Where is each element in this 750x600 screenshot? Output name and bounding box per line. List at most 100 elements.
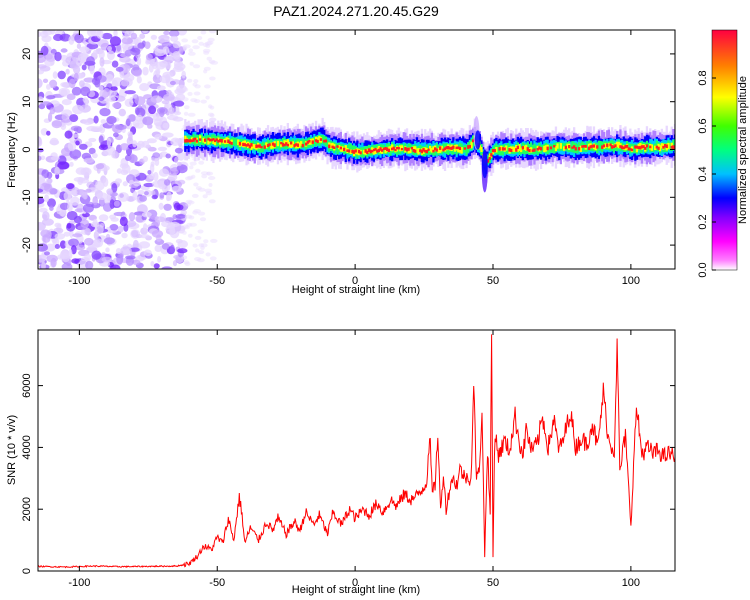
noise-blob [121,164,131,174]
ridge-cell [341,146,344,152]
snr-series-line [38,334,675,569]
noise-blob [192,243,198,248]
noise-blob [200,171,209,176]
ridge-cell [372,148,376,152]
ridge-cell [627,147,630,151]
ridge-cell [422,148,425,152]
ridge-cell [531,149,534,152]
noise-blob [80,219,90,228]
noise-blob [66,183,75,190]
noise-blob [64,130,73,139]
ridge-cell [650,144,653,151]
ridge-cell [301,143,304,148]
noise-blob [85,260,94,269]
ridge-cell [432,146,435,153]
ridge-cell [442,148,445,152]
ridge-cell [217,137,220,142]
ridge-cell [304,142,308,146]
ridge-cell [190,139,194,142]
ridge-burst [481,149,488,179]
noise-blob [110,86,118,91]
ridge-cell [667,142,670,150]
noise-blob [169,80,176,86]
ridge-cell [348,144,351,155]
noise-blob [47,198,56,208]
noise-blob [172,260,178,267]
ridge-cell [612,145,615,148]
noise-blob [176,30,187,36]
ridge-cell [642,145,645,149]
noise-blob [51,120,62,129]
noise-blob [154,134,163,140]
noise-blob [40,101,52,106]
ridge-cell [187,139,190,143]
ridge-cell [258,144,261,148]
ridge-cell [207,137,210,141]
ridge-cell [581,145,584,148]
ridge-cell [435,148,438,152]
ridge-cell [652,144,655,153]
noise-blob [157,146,168,152]
noise-blob [128,212,136,222]
ridge-cell [386,147,389,151]
ridge-cell [568,145,571,149]
ridge-cell [409,143,412,153]
noise-blob [144,41,151,49]
ridge-cell [209,138,212,142]
noise-blob [71,258,80,264]
noise-blob [46,95,56,100]
ridge-cell [271,142,275,146]
noise-blob [72,233,83,238]
noise-blob [116,168,122,174]
noise-blob [113,200,120,207]
ridge-cell [511,146,515,152]
ridge-cell [503,147,506,151]
ridge-cell [194,137,197,141]
noise-blob [132,259,141,265]
noise-blob [135,114,143,122]
noise-blob [164,61,172,70]
noise-blob [168,107,175,114]
ridge-cell [278,139,281,151]
ridge-cell [611,145,614,149]
ridge-cell [447,146,450,150]
noise-blob [91,126,103,132]
snr-plot-frame [37,329,676,572]
snr-plot-background [38,330,675,571]
ridge-cell [323,139,326,143]
ridge-cell [338,145,341,150]
noise-blob [123,73,135,82]
ridge-cell [384,147,387,150]
ridge-cell [374,147,377,151]
ridge-cell [548,145,551,153]
noise-blob [91,250,102,260]
ridge-cell [434,147,437,151]
noise-blob [198,41,204,46]
noise-blob [114,151,120,159]
noise-blob [132,140,138,148]
ridge-cell [518,144,521,151]
ridge-cell [622,146,625,150]
ridge-cell [222,139,225,144]
noise-blob [183,105,190,110]
ridge-cell [334,143,337,151]
noise-blob [128,154,138,164]
ridge-cell [425,150,428,154]
noise-blob [121,232,128,239]
ridge-cell [453,145,457,152]
noise-blob [113,30,118,38]
ridge-cell [488,157,491,160]
ridge-cell [213,139,217,143]
ridge-cell [298,142,301,148]
noise-blob [46,84,51,90]
noise-blob [153,263,160,269]
x-tick-label: -100 [68,275,90,287]
noise-blob [163,93,175,102]
noise-blob [68,35,75,45]
ridge-cell [443,147,447,151]
y-tick-label: 6000 [21,373,33,397]
ridge-cell [343,147,346,152]
noise-blob [116,254,124,265]
ridge-cell [468,145,471,149]
